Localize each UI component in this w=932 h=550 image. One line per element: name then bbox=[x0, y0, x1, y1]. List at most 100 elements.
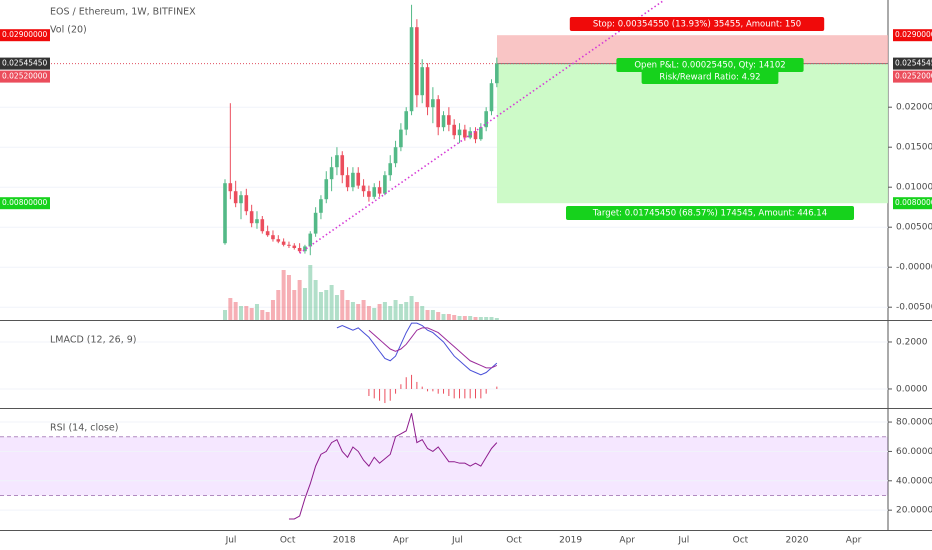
candle-body bbox=[255, 219, 259, 224]
volume-bar bbox=[281, 270, 286, 320]
price-badge bbox=[893, 197, 932, 210]
y-tick-label: 0.00500000 bbox=[896, 223, 932, 233]
price-badge-label: 0.02900000 bbox=[895, 30, 932, 39]
volume-bar bbox=[404, 302, 409, 320]
y-tick-label: 60.0000 bbox=[896, 447, 932, 457]
rsi-band bbox=[0, 436, 888, 496]
volume-bar bbox=[228, 298, 233, 320]
price-badge-label: 0.02520000 bbox=[2, 72, 48, 81]
price-badge bbox=[0, 70, 50, 83]
y-tick-label: -0.00000000 bbox=[896, 263, 932, 273]
volume-bar bbox=[398, 304, 403, 320]
x-tick-label: Oct bbox=[506, 536, 522, 546]
target-label-box bbox=[566, 206, 854, 220]
candle-body bbox=[388, 163, 393, 176]
pane-title: LMACD (12, 26, 9) bbox=[50, 335, 137, 346]
volume-bar bbox=[441, 314, 446, 320]
volume-bar bbox=[468, 316, 473, 320]
price-badge bbox=[0, 197, 50, 210]
volume-bar bbox=[318, 292, 323, 320]
price-badge bbox=[0, 57, 50, 70]
candle-body bbox=[319, 199, 323, 213]
candle-body bbox=[244, 195, 249, 212]
y-tick-label: -0.00500000 bbox=[896, 303, 932, 313]
candle-body bbox=[351, 172, 355, 188]
candle-body bbox=[425, 67, 430, 108]
candle-body bbox=[484, 111, 488, 128]
volume-bar bbox=[313, 280, 318, 320]
volume-title: Vol (20) bbox=[50, 25, 87, 36]
x-tick-label: 2019 bbox=[559, 536, 582, 546]
volume-bar bbox=[414, 302, 419, 320]
price-badge bbox=[893, 29, 932, 42]
volume-bar bbox=[484, 317, 489, 320]
candle-body bbox=[265, 231, 270, 236]
y-tick-label: 80.0000 bbox=[896, 418, 932, 428]
volume-bar bbox=[249, 308, 254, 320]
volume-bar bbox=[436, 312, 441, 320]
ratio-label: Risk/Reward Ratio: 4.92 bbox=[659, 73, 760, 83]
volume-bar bbox=[233, 302, 238, 320]
candle-body bbox=[228, 183, 233, 192]
x-tick-label: Apr bbox=[619, 536, 635, 546]
candle-body bbox=[297, 248, 302, 252]
y-tick-label: 40.0000 bbox=[896, 476, 932, 486]
volume-bar bbox=[446, 314, 451, 320]
candle-body bbox=[356, 172, 361, 186]
volume-bar bbox=[329, 285, 334, 320]
volume-bar bbox=[334, 295, 339, 320]
candle-body bbox=[271, 235, 275, 240]
y-tick-label: 20.0000 bbox=[896, 506, 932, 516]
candle-body bbox=[377, 187, 382, 194]
price-badge bbox=[0, 29, 50, 42]
candle-body bbox=[473, 131, 478, 140]
volume-bar bbox=[382, 302, 387, 320]
stop-label-box bbox=[569, 17, 825, 31]
x-tick-label: 2018 bbox=[333, 536, 356, 546]
volume-bar bbox=[393, 300, 398, 320]
candle-body bbox=[463, 129, 467, 138]
candle-body bbox=[303, 246, 307, 252]
candle-body bbox=[233, 191, 238, 204]
candle-body bbox=[281, 241, 286, 245]
y-tick-label: 0.02000000 bbox=[896, 103, 932, 113]
pnl-label-box bbox=[616, 58, 804, 72]
candle-body bbox=[276, 239, 281, 242]
volume-bar bbox=[244, 306, 249, 320]
candle-body bbox=[431, 99, 435, 108]
x-tick-label: Jul bbox=[677, 536, 689, 546]
volume-bar bbox=[372, 308, 377, 320]
candle-body bbox=[383, 175, 387, 194]
candle-body bbox=[436, 99, 440, 128]
candle-body bbox=[223, 183, 227, 244]
volume-bar bbox=[478, 317, 483, 320]
volume-bar bbox=[286, 275, 291, 320]
candle-body bbox=[468, 131, 472, 138]
target-zone bbox=[497, 63, 888, 204]
candle-body bbox=[420, 67, 425, 96]
candle-body bbox=[393, 147, 398, 164]
candle-body bbox=[249, 211, 254, 224]
volume-bar bbox=[345, 300, 350, 320]
candle-body bbox=[345, 175, 350, 188]
candle-body bbox=[329, 167, 334, 180]
candle-body bbox=[287, 244, 291, 246]
x-tick-label: Apr bbox=[393, 536, 409, 546]
volume-bar bbox=[302, 288, 307, 320]
candle-body bbox=[404, 111, 409, 130]
volume-bar bbox=[366, 306, 371, 320]
price-badge bbox=[893, 70, 932, 83]
price-badge-label: 0.02900000 bbox=[2, 30, 48, 39]
volume-bar bbox=[388, 306, 393, 320]
candle-body bbox=[313, 212, 318, 234]
volume-bar bbox=[292, 290, 297, 320]
ratio-label-box bbox=[641, 70, 779, 84]
y-tick-label: 0.01000000 bbox=[896, 183, 932, 193]
candle-body bbox=[447, 115, 451, 125]
price-badge-label: 0.00800000 bbox=[895, 198, 932, 207]
candle-body bbox=[361, 185, 366, 192]
volume-bar bbox=[473, 317, 478, 320]
indicator-line bbox=[288, 413, 498, 520]
volume-bar bbox=[340, 290, 345, 320]
